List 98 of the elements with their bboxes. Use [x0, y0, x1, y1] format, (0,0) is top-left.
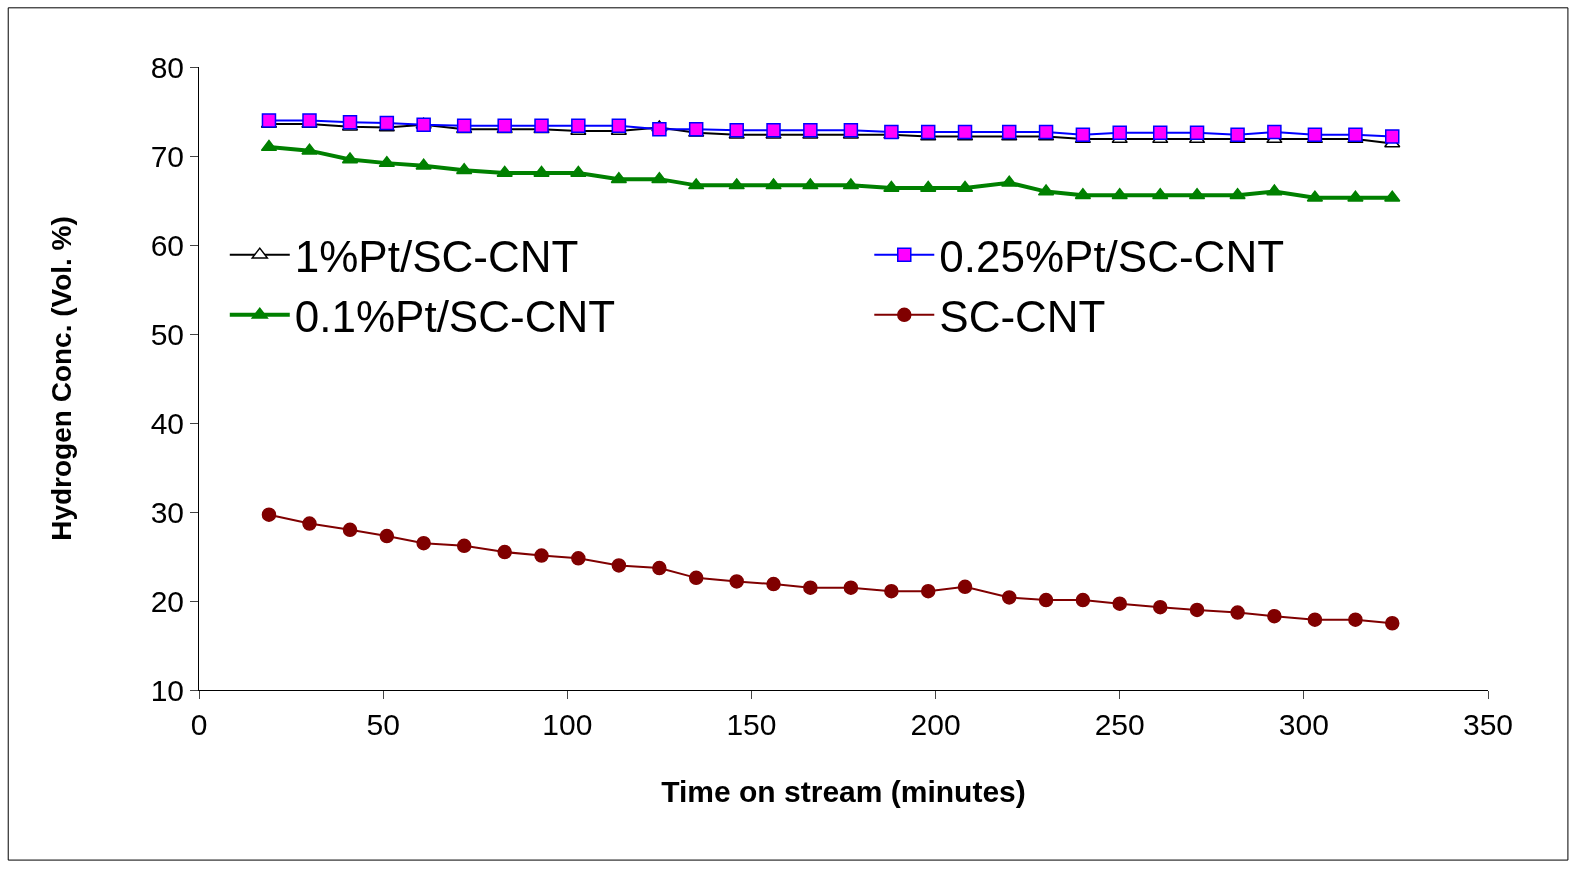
y-tick-label: 40 — [150, 406, 184, 440]
point — [342, 522, 358, 538]
legend-label: 1%Pt/SC-CNT — [294, 231, 579, 281]
point — [1307, 127, 1323, 142]
point — [261, 507, 277, 522]
point — [1151, 187, 1169, 200]
point — [571, 551, 586, 566]
point — [729, 574, 744, 589]
point — [766, 122, 781, 138]
y-tick-label: 20 — [150, 584, 184, 618]
point — [379, 115, 395, 131]
x-tick-label: 0 — [190, 708, 208, 741]
x-tick-label: 100 — [542, 708, 593, 741]
x-tick-label: 350 — [1462, 708, 1514, 741]
point — [651, 171, 668, 184]
point — [1229, 187, 1246, 200]
point — [260, 139, 278, 152]
point — [497, 544, 512, 560]
point — [729, 122, 744, 138]
point — [1348, 127, 1363, 142]
point — [1230, 127, 1245, 142]
point — [456, 538, 472, 554]
point — [611, 118, 627, 133]
point — [728, 178, 745, 190]
point — [957, 124, 973, 140]
point — [883, 180, 900, 193]
point — [803, 580, 818, 595]
point — [803, 122, 818, 138]
point — [956, 180, 974, 193]
point — [1074, 187, 1092, 200]
y-tick-label: 10 — [150, 673, 184, 707]
point — [1152, 599, 1168, 615]
x-tick-label: 150 — [726, 708, 777, 741]
point — [1001, 124, 1017, 140]
point — [571, 118, 586, 133]
point — [652, 560, 667, 576]
point — [843, 580, 859, 595]
point — [533, 165, 550, 177]
point — [652, 122, 667, 137]
point — [1038, 124, 1054, 140]
point — [1075, 127, 1091, 142]
point — [455, 162, 473, 175]
x-tick-label: 250 — [1094, 708, 1145, 741]
y-tick-label: 50 — [150, 317, 184, 351]
point — [342, 114, 358, 130]
point — [920, 124, 936, 140]
point — [766, 576, 781, 592]
point — [1385, 616, 1400, 631]
legend-label: 0.1%Pt/SC-CNT — [294, 292, 616, 342]
y-tick-label: 30 — [150, 495, 184, 529]
y-tick-label: 70 — [150, 139, 184, 173]
point — [379, 528, 395, 544]
point — [610, 171, 628, 184]
point — [1112, 596, 1127, 611]
point — [884, 583, 899, 599]
point — [920, 583, 936, 599]
point — [919, 180, 937, 193]
y-tick-label: 60 — [150, 228, 184, 262]
point — [1189, 602, 1205, 618]
point — [415, 158, 432, 170]
point — [1112, 125, 1127, 141]
point — [570, 165, 587, 177]
point — [301, 143, 318, 155]
point — [1188, 187, 1206, 200]
point — [1001, 590, 1017, 605]
legend-label: 0.25%Pt/SC-CNT — [939, 231, 1285, 281]
point — [1348, 612, 1363, 627]
point — [843, 122, 859, 138]
point — [416, 535, 431, 551]
point — [1111, 187, 1128, 200]
point — [611, 558, 627, 573]
point — [1266, 184, 1283, 196]
point — [1152, 125, 1168, 141]
point — [1307, 612, 1323, 627]
point — [1267, 608, 1282, 624]
point — [1075, 592, 1091, 608]
x-axis-title: Time on stream (minutes) — [661, 774, 1026, 808]
point — [1267, 124, 1282, 140]
point — [302, 516, 317, 531]
point — [1230, 605, 1245, 620]
point — [1385, 129, 1400, 144]
point — [1347, 190, 1364, 202]
point — [802, 178, 819, 190]
point — [534, 548, 549, 563]
point — [957, 579, 973, 594]
y-tick-label: 80 — [150, 50, 184, 84]
point — [1189, 125, 1205, 141]
point — [496, 165, 513, 177]
legend-label: SC-CNT — [939, 292, 1106, 342]
x-tick-label: 300 — [1278, 708, 1329, 741]
point — [1038, 592, 1054, 608]
point — [688, 570, 704, 586]
x-tick-label: 50 — [366, 708, 400, 741]
y-axis-title: Hydrogen Conc. (Vol. %) — [46, 216, 78, 541]
point — [765, 178, 782, 190]
x-tick-label: 200 — [910, 708, 961, 741]
point — [378, 155, 396, 168]
point — [416, 117, 431, 133]
